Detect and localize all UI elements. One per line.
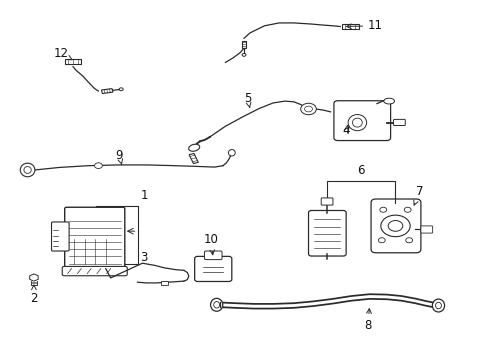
Text: 7: 7 [414, 185, 424, 205]
Text: 10: 10 [203, 233, 218, 255]
Text: 11: 11 [346, 19, 383, 32]
Text: 12: 12 [53, 47, 72, 60]
Circle shape [406, 238, 413, 243]
Bar [161, 281, 168, 285]
Circle shape [242, 53, 246, 56]
Text: 9: 9 [116, 149, 123, 165]
Text: 8: 8 [365, 309, 372, 332]
Text: 3: 3 [141, 251, 148, 264]
FancyBboxPatch shape [204, 251, 222, 260]
Ellipse shape [211, 298, 223, 311]
Polygon shape [342, 24, 359, 29]
Ellipse shape [20, 163, 35, 177]
Circle shape [380, 207, 387, 212]
Polygon shape [189, 153, 198, 163]
FancyBboxPatch shape [371, 199, 421, 253]
FancyBboxPatch shape [62, 266, 127, 276]
Ellipse shape [24, 167, 31, 174]
Text: 5: 5 [244, 92, 251, 108]
Polygon shape [30, 274, 38, 281]
Ellipse shape [348, 114, 367, 131]
Polygon shape [101, 89, 113, 94]
Circle shape [119, 88, 123, 91]
Ellipse shape [189, 144, 200, 151]
FancyBboxPatch shape [309, 211, 346, 256]
Ellipse shape [432, 299, 444, 312]
Circle shape [95, 163, 102, 168]
FancyBboxPatch shape [51, 222, 69, 251]
Text: 4: 4 [343, 124, 350, 137]
FancyBboxPatch shape [334, 101, 391, 140]
Ellipse shape [228, 149, 235, 156]
Ellipse shape [436, 302, 441, 309]
FancyBboxPatch shape [321, 198, 333, 205]
FancyBboxPatch shape [393, 120, 405, 126]
Circle shape [404, 207, 411, 212]
Polygon shape [242, 41, 246, 48]
Text: 6: 6 [358, 164, 365, 177]
FancyBboxPatch shape [65, 207, 125, 269]
Ellipse shape [384, 98, 394, 104]
Ellipse shape [352, 118, 362, 127]
Text: 1: 1 [141, 189, 148, 202]
Circle shape [378, 238, 385, 243]
FancyBboxPatch shape [195, 256, 232, 282]
Circle shape [305, 106, 313, 112]
Polygon shape [65, 59, 81, 64]
Circle shape [388, 221, 403, 231]
Text: 2: 2 [30, 285, 38, 305]
Circle shape [381, 215, 410, 237]
FancyBboxPatch shape [421, 226, 433, 233]
Circle shape [301, 103, 317, 115]
Ellipse shape [214, 302, 220, 308]
